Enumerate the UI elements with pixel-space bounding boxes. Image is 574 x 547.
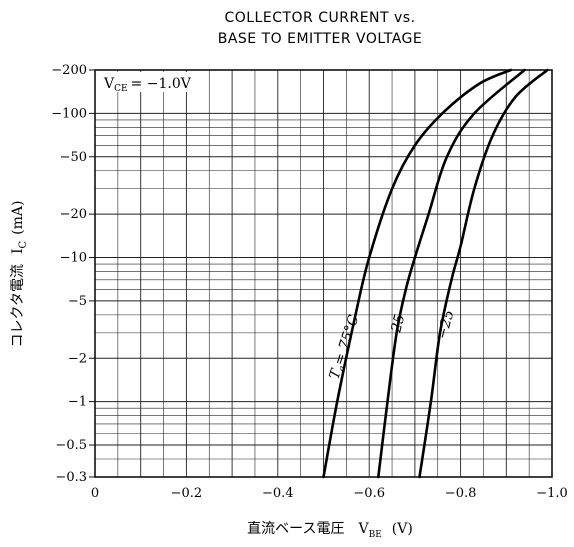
y-tick-label: −200: [51, 63, 87, 78]
y-tick-label: −0.3: [55, 470, 87, 485]
chart-title: COLLECTOR CURRENT vs.: [224, 10, 415, 26]
series-line-1: [377, 68, 526, 479]
y-tick-label: −50: [60, 150, 87, 165]
x-axis-label: 直流ベース電圧 VBE (V): [247, 520, 413, 540]
x-tick-label: −0.4: [262, 486, 294, 501]
series-line-0: [322, 68, 513, 479]
x-tick-labels: 0 −0.2 −0.4 −0.6 −0.8 −1.0: [91, 486, 568, 501]
svg-text:コレクタ電流IC(mA): コレクタ電流IC(mA): [10, 201, 29, 348]
x-tick-label: −1.0: [536, 486, 568, 501]
series-label-75: Ta= 75°C: [327, 313, 365, 382]
chart-subtitle: BASE TO EMITTER VOLTAGE: [218, 31, 423, 47]
curves: [322, 68, 549, 479]
grid: [95, 70, 552, 478]
condition-label: VCE = −1.0V: [103, 76, 192, 94]
y-tick-label: −100: [51, 106, 87, 121]
series-label-minus25: −25: [434, 308, 457, 341]
x-tick-label: −0.8: [445, 486, 477, 501]
condition-box: [98, 72, 198, 92]
y-tick-label: −2: [68, 351, 87, 366]
series-label-25: 25: [388, 313, 408, 335]
x-tick-label: −0.6: [353, 486, 385, 501]
y-tick-label: −1: [68, 395, 87, 410]
y-tick-labels: −200 −100 −50 −20 −10 −5 −2 −1 −0.5 −0.3: [51, 63, 95, 485]
y-tick-label: −0.5: [55, 438, 87, 453]
x-tick-label: −0.2: [171, 486, 203, 501]
y-tick-label: −10: [60, 251, 87, 266]
series-line-2: [418, 68, 549, 479]
y-tick-label: −5: [68, 294, 87, 309]
y-tick-label: −20: [60, 207, 87, 222]
y-axis-label: コレクタ電流IC(mA): [10, 201, 29, 348]
x-tick-label: 0: [91, 486, 99, 501]
